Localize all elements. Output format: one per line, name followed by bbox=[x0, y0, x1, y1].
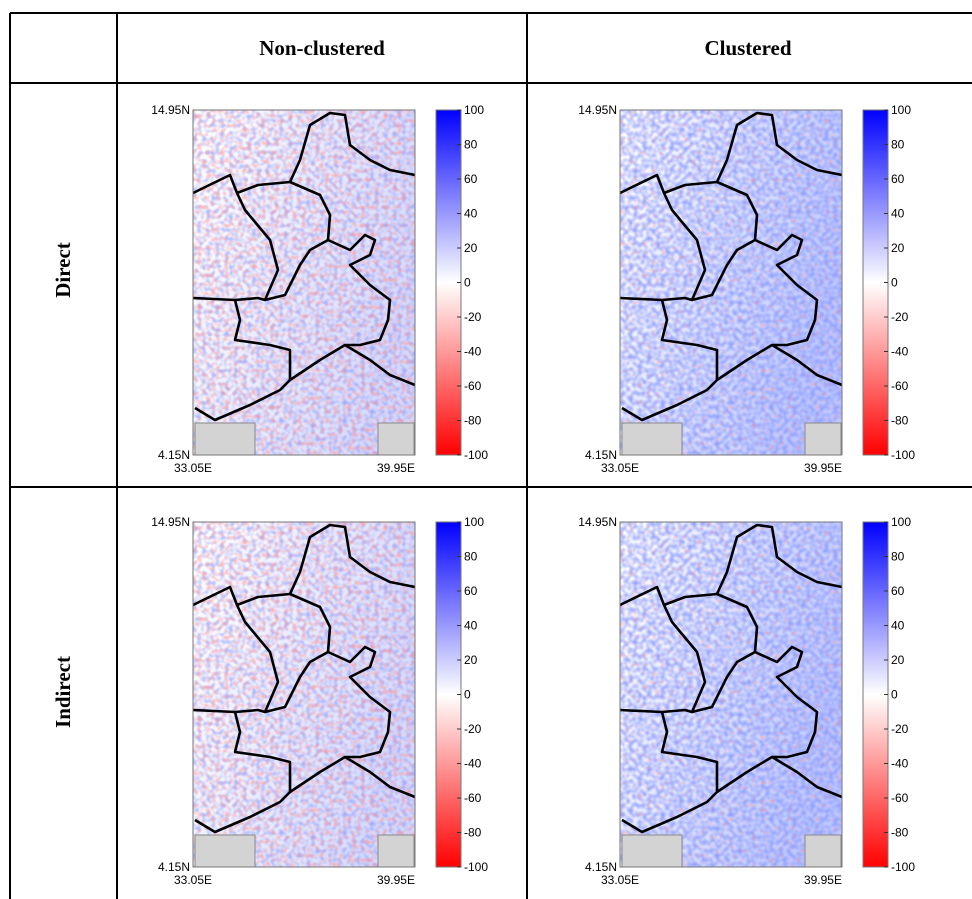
colorbar-tick-label: -100 bbox=[891, 448, 915, 462]
colorbar-tick-label: 100 bbox=[464, 103, 484, 117]
map-frame bbox=[619, 109, 843, 456]
colorbar-tick-label: -100 bbox=[891, 860, 915, 874]
colorbar-tick-label: 60 bbox=[464, 172, 478, 186]
colorbar-tick-label: 80 bbox=[464, 138, 478, 152]
table-grid bbox=[9, 12, 972, 899]
colorbar-tick-label: 40 bbox=[464, 207, 478, 221]
colorbar-tick-label: -40 bbox=[891, 345, 909, 359]
colorbar-tick-label: 100 bbox=[891, 515, 911, 529]
masked-area bbox=[377, 834, 415, 868]
colorbar-tick-label: -100 bbox=[464, 448, 488, 462]
colorbar-tick-label: -80 bbox=[891, 826, 909, 840]
colorbar-tick-label: 80 bbox=[464, 550, 478, 564]
lat-label: 14.95N bbox=[578, 103, 617, 117]
masked-area bbox=[377, 422, 415, 456]
lon-label: 39.95E bbox=[804, 873, 842, 887]
colorbar-tick-label: 20 bbox=[464, 241, 478, 255]
colorbar-tick-label: 0 bbox=[464, 688, 471, 702]
lat-label: 4.15N bbox=[585, 860, 617, 874]
masked-area bbox=[804, 422, 842, 456]
colorbar-tick-label: -60 bbox=[464, 379, 482, 393]
colorbar-tick-label: 60 bbox=[891, 172, 905, 186]
colorbar-tick-label: 20 bbox=[891, 653, 905, 667]
lat-label: 4.15N bbox=[158, 448, 190, 462]
colorbar-tick-label: 40 bbox=[891, 619, 905, 633]
masked-area bbox=[621, 422, 683, 456]
row-header: Indirect bbox=[51, 656, 75, 728]
column-header: Non-clustered bbox=[259, 36, 385, 60]
heatmap-noise-red bbox=[193, 522, 415, 867]
colorbar bbox=[862, 521, 889, 868]
colorbar-tick-label: -80 bbox=[891, 414, 909, 428]
lon-label: 39.95E bbox=[804, 461, 842, 475]
colorbar-tick-label: 0 bbox=[891, 276, 898, 290]
masked-area bbox=[194, 834, 256, 868]
colorbar-tick-label: -80 bbox=[464, 414, 482, 428]
colorbar-tick-label: -40 bbox=[891, 757, 909, 771]
colorbar-tick-label: 100 bbox=[891, 103, 911, 117]
colorbar-tick-label: -20 bbox=[464, 310, 482, 324]
colorbar-tick-label: 80 bbox=[891, 138, 905, 152]
colorbar-tick-label: 60 bbox=[464, 584, 478, 598]
colorbar-tick-label: -60 bbox=[891, 791, 909, 805]
lon-label: 39.95E bbox=[377, 873, 415, 887]
lat-label: 14.95N bbox=[151, 103, 190, 117]
colorbar-tick-label: 0 bbox=[464, 276, 471, 290]
colorbar-tick-label: -20 bbox=[891, 722, 909, 736]
lon-label: 33.05E bbox=[601, 873, 639, 887]
colorbar-tick-label: 100 bbox=[464, 515, 484, 529]
lat-label: 14.95N bbox=[151, 515, 190, 529]
colorbar-tick-label: -60 bbox=[891, 379, 909, 393]
map-frame bbox=[192, 109, 416, 456]
map-frame bbox=[619, 521, 843, 868]
heatmap-noise-red bbox=[620, 522, 842, 867]
colorbar-tick-label: 40 bbox=[891, 207, 905, 221]
lon-label: 33.05E bbox=[174, 461, 212, 475]
lat-label: 4.15N bbox=[585, 448, 617, 462]
heatmap-noise-red bbox=[620, 110, 842, 455]
colorbar-tick-label: 60 bbox=[891, 584, 905, 598]
colorbar-tick-label: 20 bbox=[464, 653, 478, 667]
colorbar-tick-label: -80 bbox=[464, 826, 482, 840]
colorbar bbox=[435, 521, 462, 868]
colorbar-tick-label: -60 bbox=[464, 791, 482, 805]
map-frame bbox=[192, 521, 416, 868]
colorbar-tick-label: 0 bbox=[891, 688, 898, 702]
heatmap-noise-red bbox=[193, 110, 415, 455]
lon-label: 39.95E bbox=[377, 461, 415, 475]
colorbar bbox=[435, 109, 462, 456]
colorbar-tick-label: -20 bbox=[891, 310, 909, 324]
colorbar-tick-label: -40 bbox=[464, 757, 482, 771]
colorbar-tick-label: -100 bbox=[464, 860, 488, 874]
colorbar-tick-label: 20 bbox=[891, 241, 905, 255]
lon-label: 33.05E bbox=[601, 461, 639, 475]
masked-area bbox=[194, 422, 256, 456]
row-header: Direct bbox=[51, 242, 75, 298]
lat-label: 14.95N bbox=[578, 515, 617, 529]
masked-area bbox=[804, 834, 842, 868]
colorbar-tick-label: -20 bbox=[464, 722, 482, 736]
colorbar-tick-label: 40 bbox=[464, 619, 478, 633]
colorbar-tick-label: -40 bbox=[464, 345, 482, 359]
colorbar bbox=[862, 109, 889, 456]
lat-label: 4.15N bbox=[158, 860, 190, 874]
lon-label: 33.05E bbox=[174, 873, 212, 887]
column-header: Clustered bbox=[704, 36, 791, 60]
masked-area bbox=[621, 834, 683, 868]
colorbar-tick-label: 80 bbox=[891, 550, 905, 564]
